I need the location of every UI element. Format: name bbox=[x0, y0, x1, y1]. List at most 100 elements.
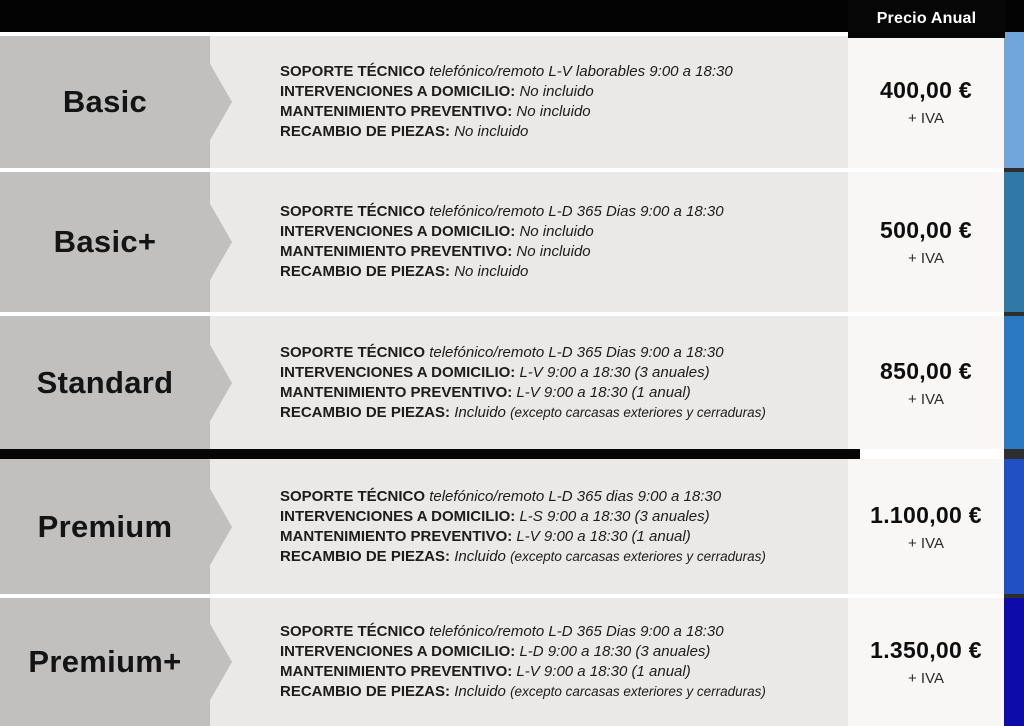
tier-label-box: Premium+ bbox=[0, 598, 232, 726]
feature-label: MANTENIMIENTO PREVENTIVO: bbox=[280, 383, 513, 401]
feature-note: (excepto carcasas exteriores y cerradura… bbox=[510, 684, 766, 699]
feature-value: No incluido bbox=[454, 263, 529, 280]
feature-value: No incluido bbox=[516, 103, 591, 120]
feature-label: SOPORTE TÉCNICO bbox=[280, 487, 426, 505]
feature-line: INTERVENCIONES A DOMICILIO: L-D 9:00 a 1… bbox=[280, 642, 848, 662]
tier-label-box: Basic+ bbox=[0, 172, 232, 312]
tier-name: Premium bbox=[37, 508, 173, 544]
feature-value: Incluido bbox=[454, 683, 506, 700]
feature-label: SOPORTE TÉCNICO bbox=[280, 343, 426, 361]
feature-value: No incluido bbox=[516, 243, 591, 260]
feature-note: (excepto carcasas exteriores y cerradura… bbox=[510, 404, 766, 420]
pricing-rows: Basic SOPORTE TÉCNICO telefónico/remoto … bbox=[0, 36, 1004, 726]
feature-value: Incluido bbox=[454, 547, 506, 565]
feature-value: L-V 9:00 a 18:30 (1 anual) bbox=[516, 527, 691, 545]
feature-value: L-V 9:00 a 18:30 (1 anual) bbox=[516, 663, 691, 680]
feature-line: RECAMBIO DE PIEZAS: No incluido bbox=[280, 262, 848, 282]
tier-feature-list: SOPORTE TÉCNICO telefónico/remoto L-D 36… bbox=[210, 598, 848, 726]
feature-value: telefónico/remoto L-V laborables 9:00 a … bbox=[429, 63, 733, 80]
feature-label: INTERVENCIONES A DOMICILIO: bbox=[280, 643, 516, 660]
tier-color-bar bbox=[1004, 172, 1024, 312]
feature-line: INTERVENCIONES A DOMICILIO: No incluido bbox=[280, 222, 848, 242]
feature-value: telefónico/remoto L-D 365 dias 9:00 a 18… bbox=[429, 487, 722, 505]
feature-line: SOPORTE TÉCNICO telefónico/remoto L-D 36… bbox=[280, 343, 848, 363]
feature-line: SOPORTE TÉCNICO telefónico/remoto L-D 36… bbox=[280, 487, 848, 507]
arrow-right-icon bbox=[209, 622, 232, 702]
feature-line: SOPORTE TÉCNICO telefónico/remoto L-V la… bbox=[280, 62, 848, 82]
tier-color-bar bbox=[1004, 32, 1024, 168]
feature-label: INTERVENCIONES A DOMICILIO: bbox=[280, 83, 516, 100]
price-card: 1.100,00 € + IVA bbox=[848, 459, 1004, 594]
feature-label: MANTENIMIENTO PREVENTIVO: bbox=[280, 527, 513, 545]
vat-note: + IVA bbox=[908, 110, 944, 127]
feature-label: INTERVENCIONES A DOMICILIO: bbox=[280, 363, 516, 381]
arrow-right-icon bbox=[209, 342, 232, 423]
feature-line: MANTENIMIENTO PREVENTIVO: No incluido bbox=[280, 102, 848, 122]
feature-line: SOPORTE TÉCNICO telefónico/remoto L-D 36… bbox=[280, 622, 848, 642]
feature-value: telefónico/remoto L-D 365 Dias 9:00 a 18… bbox=[429, 623, 724, 640]
section-divider bbox=[0, 449, 1004, 459]
tier-label-box: Standard bbox=[0, 316, 232, 449]
price-card: 850,00 € + IVA bbox=[848, 316, 1004, 449]
tier-feature-list: SOPORTE TÉCNICO telefónico/remoto L-D 36… bbox=[210, 459, 848, 594]
feature-value: L-V 9:00 a 18:30 (3 anuales) bbox=[519, 363, 710, 381]
feature-label: MANTENIMIENTO PREVENTIVO: bbox=[280, 243, 513, 260]
arrow-right-icon bbox=[209, 202, 232, 282]
tier-color-bar bbox=[1004, 598, 1024, 726]
feature-note: (excepto carcasas exteriores y cerradura… bbox=[510, 548, 766, 564]
tier-name: Basic bbox=[62, 84, 148, 119]
arrow-right-icon bbox=[209, 486, 232, 567]
tier-color-bar bbox=[1004, 459, 1024, 594]
feature-label: RECAMBIO DE PIEZAS: bbox=[280, 263, 451, 280]
feature-line: RECAMBIO DE PIEZAS: Incluido (excepto ca… bbox=[280, 547, 848, 567]
tier-label-box: Basic bbox=[0, 36, 232, 168]
price-card: 500,00 € + IVA bbox=[848, 172, 1004, 312]
tier-name: Premium+ bbox=[28, 644, 182, 679]
feature-value: Incluido bbox=[454, 403, 506, 421]
feature-label: SOPORTE TÉCNICO bbox=[280, 623, 426, 640]
feature-line: SOPORTE TÉCNICO telefónico/remoto L-D 36… bbox=[280, 202, 848, 222]
feature-label: MANTENIMIENTO PREVENTIVO: bbox=[280, 663, 513, 680]
price-value: 400,00 € bbox=[880, 77, 972, 103]
tier-label-box: Premium bbox=[0, 459, 232, 594]
vat-note: + IVA bbox=[908, 250, 944, 267]
vat-note: + IVA bbox=[908, 670, 944, 687]
feature-line: RECAMBIO DE PIEZAS: Incluido (excepto ca… bbox=[280, 403, 848, 423]
feature-value: L-V 9:00 a 18:30 (1 anual) bbox=[516, 383, 691, 401]
feature-line: MANTENIMIENTO PREVENTIVO: L-V 9:00 a 18:… bbox=[280, 383, 848, 403]
price-column-header-label: Precio Anual bbox=[876, 10, 977, 27]
feature-label: RECAMBIO DE PIEZAS: bbox=[280, 123, 451, 140]
feature-value: L-D 9:00 a 18:30 (3 anuales) bbox=[519, 643, 711, 660]
pricing-row: Standard SOPORTE TÉCNICO telefónico/remo… bbox=[0, 316, 1004, 449]
tier-name: Basic+ bbox=[53, 224, 157, 259]
feature-value: No incluido bbox=[519, 223, 594, 240]
feature-line: INTERVENCIONES A DOMICILIO: L-V 9:00 a 1… bbox=[280, 363, 848, 383]
pricing-row: Basic SOPORTE TÉCNICO telefónico/remoto … bbox=[0, 36, 1004, 168]
pricing-row: Premium SOPORTE TÉCNICO telefónico/remot… bbox=[0, 459, 1004, 594]
price-column-header: Precio Anual bbox=[848, 0, 1005, 38]
tier-feature-list: SOPORTE TÉCNICO telefónico/remoto L-D 36… bbox=[210, 172, 848, 312]
arrow-right-icon bbox=[209, 62, 232, 142]
feature-label: MANTENIMIENTO PREVENTIVO: bbox=[280, 103, 513, 120]
feature-line: MANTENIMIENTO PREVENTIVO: No incluido bbox=[280, 242, 848, 262]
price-card: 1.350,00 € + IVA bbox=[848, 598, 1004, 726]
price-value: 500,00 € bbox=[880, 217, 972, 243]
tier-feature-list: SOPORTE TÉCNICO telefónico/remoto L-D 36… bbox=[210, 316, 848, 449]
feature-line: RECAMBIO DE PIEZAS: No incluido bbox=[280, 122, 848, 142]
feature-label: INTERVENCIONES A DOMICILIO: bbox=[280, 507, 516, 525]
tier-color-column bbox=[1004, 32, 1024, 726]
feature-line: INTERVENCIONES A DOMICILIO: L-S 9:00 a 1… bbox=[280, 507, 848, 527]
vat-note: + IVA bbox=[908, 390, 944, 408]
feature-label: RECAMBIO DE PIEZAS: bbox=[280, 403, 451, 421]
feature-line: MANTENIMIENTO PREVENTIVO: L-V 9:00 a 18:… bbox=[280, 527, 848, 547]
pricing-row: Premium+ SOPORTE TÉCNICO telefónico/remo… bbox=[0, 598, 1004, 726]
feature-label: SOPORTE TÉCNICO bbox=[280, 203, 426, 220]
tier-name: Standard bbox=[36, 364, 174, 400]
feature-line: RECAMBIO DE PIEZAS: Incluido (excepto ca… bbox=[280, 682, 848, 702]
feature-value: telefónico/remoto L-D 365 Dias 9:00 a 18… bbox=[429, 203, 724, 220]
feature-label: RECAMBIO DE PIEZAS: bbox=[280, 547, 451, 565]
price-value: 1.350,00 € bbox=[870, 637, 982, 663]
feature-label: SOPORTE TÉCNICO bbox=[280, 63, 426, 80]
feature-value: No incluido bbox=[519, 83, 594, 100]
